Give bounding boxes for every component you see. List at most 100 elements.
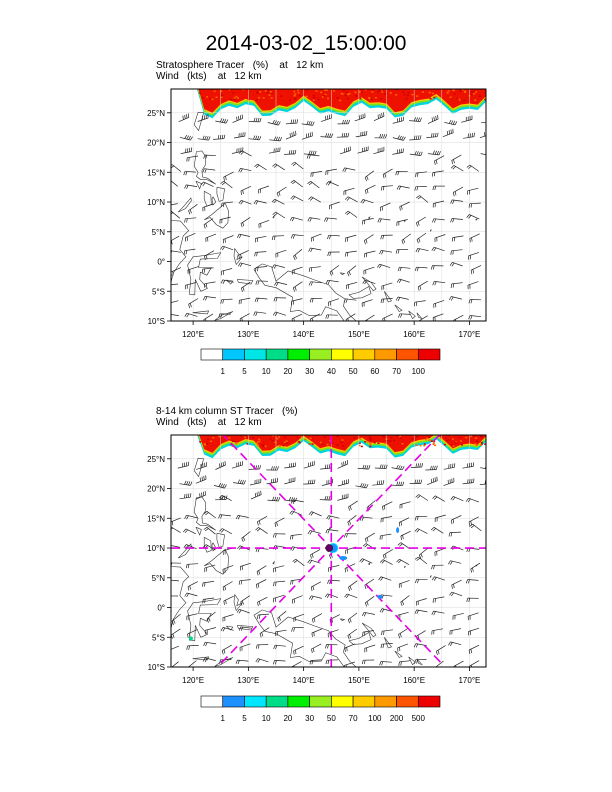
panel1-wind-barb [197,135,211,141]
panel1-wind-barb [171,180,178,187]
tracer-blob [188,636,193,641]
panel2-wind-barb [240,595,250,606]
barb-feather [257,583,260,588]
barb-feather [188,210,191,215]
barb-feather [415,117,418,122]
panel1-wind-barb [268,147,281,154]
barb-feather [383,134,386,139]
barb-feather [450,642,453,646]
panel1-wind-barb [248,117,262,123]
panel1-tracer-speckle [348,93,351,95]
barb-feather [240,223,243,228]
barb-feather [398,465,401,470]
barb-feather [255,658,259,663]
panel1-wind-barb [258,219,270,229]
panel2-wind-barb [291,595,303,604]
barb-feather [311,632,313,638]
barb-feather [450,520,453,525]
panel2-wind-barb [451,579,462,589]
barb-feather [364,280,367,285]
panel2-tracer-speckle [264,445,267,448]
panel2-wind-barb [382,501,393,511]
panel1-wind-barb [184,282,197,290]
barb-feather [327,280,330,285]
barb-feather [363,483,367,488]
panel2-tracer-speckle [369,442,372,444]
barb-feather [292,497,296,502]
barb-feather [364,464,367,470]
barb-feather [341,462,343,467]
barb-feather [218,313,221,318]
panel2-tracer-speckle [298,441,301,444]
barb-feather [255,117,258,122]
barb-feather [241,114,243,119]
panel1-wind-barb [303,150,317,156]
barb-feather [253,135,256,140]
barb-feather [292,181,296,185]
barb-staff [398,628,408,635]
panel2-wind-barb [325,659,338,665]
panel1-lon-label: 150°E [348,330,370,339]
barb-feather [346,119,348,124]
barb-feather [307,217,310,222]
barb-feather [255,164,260,169]
barb-feather [327,579,330,584]
barb-feather [188,645,190,650]
barb-feather [307,530,311,534]
panel2-wind-barb [290,499,304,505]
barb-feather [272,119,275,124]
barb-feather [452,218,455,223]
panel1-wind-barb [204,250,215,261]
barb-feather [325,280,329,285]
barb-feather [327,314,330,319]
panel1-tracer-speckle [256,91,259,93]
panel1-wind-barb [325,181,339,187]
panel1-wind-barb [481,120,486,124]
barb-feather [362,632,364,637]
panel1-wind-barb [397,266,411,272]
barb-feather [467,579,470,584]
barb-staff [416,609,428,613]
barb-feather [236,233,240,238]
barb-feather [381,134,384,138]
panel2-wind-barb [185,563,199,569]
barb-feather [417,463,420,468]
barb-staff [346,593,358,599]
panel2-wind-title: Wind [156,417,179,428]
barb-feather [240,151,244,155]
barb-feather [185,564,188,569]
barb-feather [312,121,315,126]
panel2-wind-barb [470,562,481,573]
barb-feather [432,465,434,470]
barb-feather [225,119,229,124]
barb-feather [364,544,368,548]
barb-staff [366,500,376,508]
barb-feather [403,239,406,244]
panel1-tracer-speckle [379,90,382,92]
panel1-tracer-speckle [298,94,301,97]
panel2-wind-barb [414,556,428,565]
barb-feather [414,659,416,664]
barb-feather [450,129,452,134]
panel1-coastline [193,111,204,132]
panel1-wind-barb [363,234,374,245]
panel1-wind-barb [347,265,357,277]
barb-feather [292,119,295,124]
panel2-coastline [216,532,225,548]
panel1-wind-barb [344,196,358,203]
panel1-wind-barb [373,146,385,155]
panel2-wind-barb [218,514,231,519]
panel2-field-title: 8-14 km column ST Tracer [156,406,274,417]
barb-feather [238,546,243,550]
panel2-wind-barb [364,596,375,607]
barb-feather [186,218,188,223]
panel2-wind-barb [272,533,286,538]
barb-feather [420,553,423,558]
panel2-colorbar-label: 50 [327,714,336,723]
panel2-wind-barb [171,595,179,597]
barb-feather [364,602,368,607]
barb-feather [256,571,259,576]
barb-feather [383,630,385,635]
panel1-wind-barb [255,280,269,285]
panel1-wind-barb [291,298,303,306]
